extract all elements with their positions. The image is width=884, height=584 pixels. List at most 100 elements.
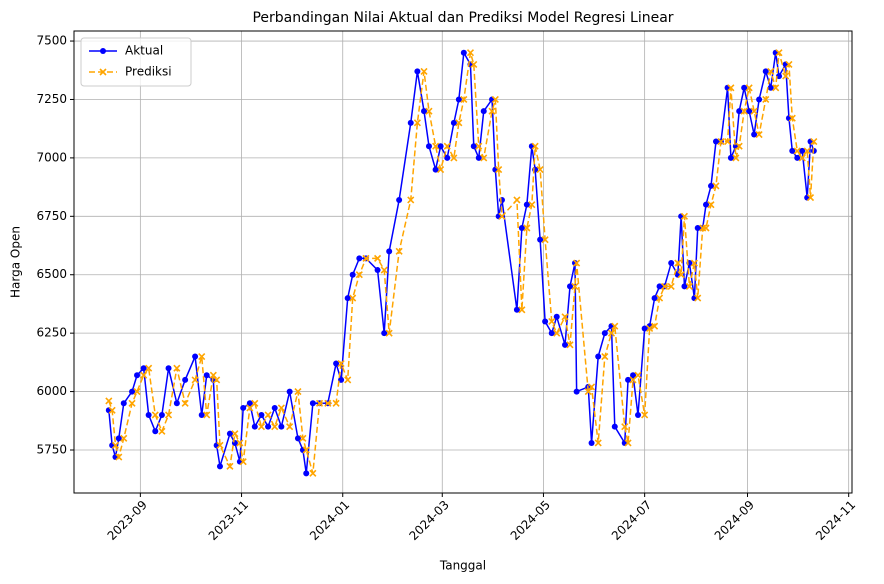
marker	[145, 411, 152, 418]
x-tick-label: 2024-11	[813, 498, 858, 543]
marker	[724, 137, 732, 146]
marker	[111, 441, 120, 449]
marker	[794, 154, 801, 161]
marker	[258, 411, 265, 418]
marker	[395, 247, 403, 255]
y-tick-label: 7250	[36, 92, 67, 106]
marker	[432, 166, 439, 173]
marker	[518, 224, 525, 231]
marker	[668, 260, 675, 267]
marker	[236, 439, 244, 447]
series-line	[108, 50, 815, 474]
marker	[164, 411, 173, 419]
x-tick-label: 2024-09	[712, 498, 757, 543]
marker	[756, 96, 763, 103]
chart-title: Perbandingan Nilai Aktual dan Prediksi M…	[252, 10, 673, 26]
marker	[386, 248, 393, 255]
marker	[271, 404, 278, 411]
marker	[151, 411, 159, 419]
marker	[727, 154, 734, 161]
marker	[129, 388, 136, 395]
marker	[407, 119, 414, 126]
marker	[707, 182, 714, 189]
marker	[587, 383, 596, 391]
marker	[789, 147, 796, 154]
marker	[181, 399, 189, 407]
marker	[191, 376, 199, 384]
marker	[762, 95, 770, 104]
marker	[656, 283, 663, 290]
marker	[601, 330, 608, 337]
marker	[216, 441, 224, 449]
series	[105, 49, 818, 477]
y-tick-label: 6500	[36, 267, 67, 281]
marker	[798, 154, 806, 162]
marker	[470, 60, 478, 68]
marker	[309, 469, 317, 477]
marker	[173, 400, 180, 407]
marker	[302, 446, 310, 454]
y-tick-label: 6250	[36, 326, 67, 340]
marker	[216, 463, 223, 470]
legend: Aktual Prediksi	[80, 37, 192, 87]
y-tick-label: 7500	[36, 34, 67, 48]
legend-label: Prediksi	[125, 65, 172, 79]
marker	[646, 324, 654, 333]
marker	[264, 411, 272, 419]
marker	[158, 411, 165, 418]
marker	[488, 107, 496, 115]
x-tick-label: 2024-03	[407, 498, 452, 543]
marker	[542, 318, 549, 325]
marker	[344, 376, 352, 384]
marker	[571, 282, 579, 290]
x-tick-label: 2023-09	[105, 498, 150, 543]
legend-label: Aktual	[125, 44, 163, 58]
marker	[450, 154, 458, 162]
marker	[694, 224, 701, 231]
marker	[536, 166, 544, 174]
marker	[192, 353, 199, 360]
marker	[152, 428, 159, 435]
marker	[158, 427, 166, 435]
marker	[746, 108, 753, 115]
marker	[251, 423, 258, 430]
marker	[173, 364, 181, 372]
marker	[226, 430, 233, 437]
x-tick-label: 2024-01	[307, 498, 352, 543]
marker	[732, 154, 740, 162]
marker	[656, 294, 664, 302]
marker	[303, 470, 310, 477]
marker	[588, 439, 595, 446]
y-tick-label: 6750	[36, 209, 67, 223]
marker	[751, 131, 758, 138]
marker	[349, 271, 356, 278]
marker	[785, 60, 793, 68]
marker	[767, 67, 775, 75]
marker	[134, 372, 141, 379]
marker	[694, 294, 702, 302]
marker	[776, 73, 783, 80]
marker	[475, 142, 483, 150]
marker	[680, 212, 689, 220]
marker	[128, 399, 136, 407]
marker	[541, 236, 549, 244]
marker	[523, 224, 531, 232]
marker	[740, 107, 748, 115]
marker	[380, 266, 388, 274]
marker	[425, 107, 433, 115]
marker	[703, 201, 710, 208]
marker	[635, 411, 642, 418]
plot-area	[105, 49, 818, 477]
marker	[630, 372, 637, 379]
marker	[198, 411, 205, 418]
marker	[782, 72, 790, 80]
marker	[240, 404, 247, 411]
marker	[775, 49, 783, 57]
marker	[396, 196, 403, 203]
marker	[455, 96, 462, 103]
marker	[294, 388, 302, 396]
marker	[437, 143, 444, 150]
marker	[712, 182, 720, 190]
marker	[344, 295, 351, 302]
